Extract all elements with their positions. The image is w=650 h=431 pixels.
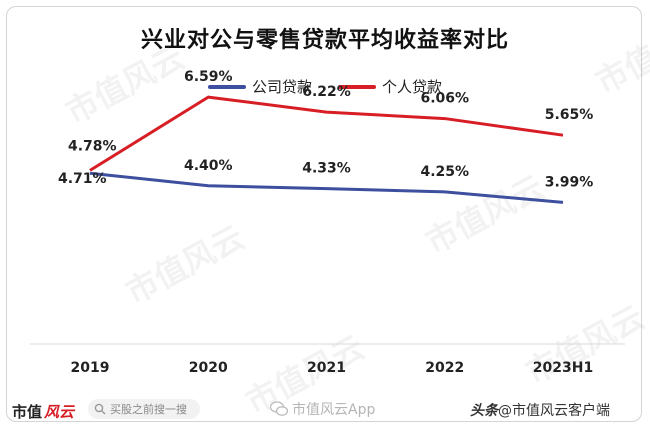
brand-logo-part2: 风云: [44, 403, 75, 421]
x-tick-label: 2022: [425, 360, 464, 376]
search-icon: [94, 403, 106, 415]
x-tick-label: 2019: [71, 360, 110, 376]
brand-logo: 市值 风云: [12, 401, 74, 422]
app-watermark: 市值风云App: [270, 399, 375, 419]
x-tick-label: 2023H1: [533, 360, 593, 376]
legend-swatch-personal: [338, 84, 376, 89]
series-line-corporate: [89, 171, 564, 204]
data-label-personal: 4.78%: [68, 138, 117, 154]
search-placeholder: 买股之前搜一搜: [110, 403, 187, 416]
chart-frame: [6, 6, 642, 422]
data-label-personal: 6.59%: [184, 69, 233, 85]
legend-item-corporate: 公司贷款: [207, 76, 312, 97]
x-tick-label: 2021: [307, 360, 346, 376]
wechat-icon: [270, 401, 288, 416]
data-label-corporate: 4.40%: [184, 158, 233, 174]
search-pill[interactable]: 买股之前搜一搜: [88, 399, 200, 419]
legend-label-corporate: 公司贷款: [251, 78, 312, 96]
data-label-corporate: 4.71%: [58, 171, 107, 187]
data-label-personal: 6.06%: [420, 91, 469, 107]
series-line-personal: [89, 95, 564, 172]
data-label-corporate: 4.33%: [302, 161, 351, 177]
credit-platform: 头条: [470, 403, 498, 419]
app-watermark-label: 市值风云App: [292, 402, 376, 418]
chart-title: 兴业对公与零售贷款平均收益率对比: [140, 28, 509, 53]
legend-item-personal: 个人贷款: [338, 76, 442, 97]
source-credit: 头条@市值风云客户端: [470, 400, 610, 420]
brand-logo-part1: 市值: [12, 403, 43, 421]
legend: 公司贷款 个人贷款: [0, 76, 650, 97]
x-tick-label: 2020: [189, 360, 228, 376]
legend-swatch-corporate: [207, 84, 246, 89]
data-label-personal: 6.22%: [302, 84, 351, 100]
data-label-corporate: 4.25%: [420, 164, 469, 180]
legend-label-personal: 个人贷款: [382, 78, 443, 96]
data-label-personal: 5.65%: [545, 107, 594, 123]
credit-account: @市值风云客户端: [498, 403, 610, 419]
data-label-corporate: 3.99%: [545, 174, 594, 190]
